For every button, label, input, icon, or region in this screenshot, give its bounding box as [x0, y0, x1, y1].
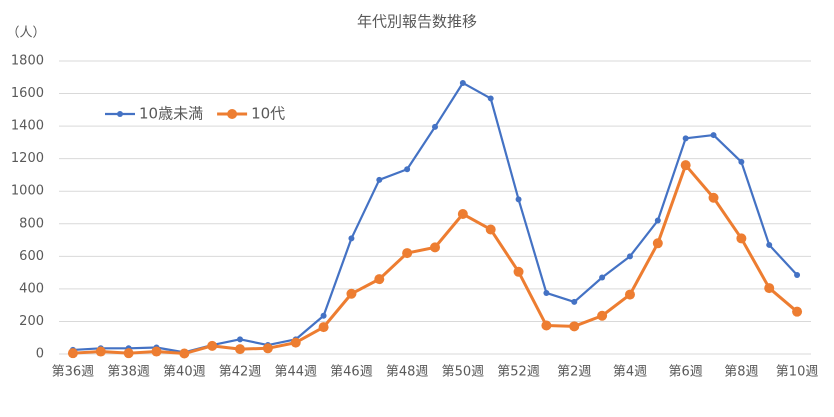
data-point [626, 253, 633, 260]
series-line [72, 81, 798, 354]
data-point [262, 343, 273, 354]
y-tick-label: 1000 [11, 184, 44, 199]
data-point [682, 135, 689, 142]
data-point [432, 123, 438, 130]
data-point [95, 346, 106, 357]
data-point [680, 160, 691, 171]
data-point [290, 337, 301, 348]
data-point [179, 348, 190, 359]
legend-label: 10歳未満 [139, 105, 203, 123]
y-tick-label: 1800 [11, 54, 44, 69]
legend-label: 10代 [251, 105, 285, 123]
x-tick-label: 第46週 [330, 365, 373, 380]
x-tick-label: 第40週 [163, 365, 206, 380]
data-point [237, 336, 244, 343]
data-point [318, 322, 329, 333]
legend-marker [227, 109, 238, 119]
x-tick-label: 第4週 [613, 365, 647, 380]
x-tick-label: 第44週 [274, 365, 317, 380]
data-point [402, 248, 413, 259]
data-point [374, 274, 385, 285]
y-tick-label: 1400 [11, 119, 44, 134]
data-point [485, 224, 496, 235]
data-point [457, 209, 468, 220]
data-point [766, 241, 773, 248]
x-tick-label: 第6週 [669, 365, 703, 380]
data-point [764, 283, 775, 294]
data-point [513, 266, 524, 277]
legend-marker [117, 111, 123, 117]
data-point [459, 79, 466, 86]
data-point [430, 242, 440, 253]
chart-title: 年代別報告数推移 [357, 13, 477, 31]
data-point [710, 132, 717, 139]
data-point [794, 272, 801, 279]
x-tick-label: 第2週 [557, 365, 591, 380]
data-point [235, 344, 246, 355]
data-point [599, 274, 606, 281]
data-point [487, 95, 494, 102]
data-point [123, 348, 134, 359]
x-tick-label: 第38週 [107, 365, 150, 380]
data-point [404, 166, 411, 173]
data-point [792, 306, 803, 317]
x-tick-label: 第48週 [386, 365, 429, 380]
data-point [515, 196, 522, 203]
y-tick-label: 600 [19, 249, 44, 264]
data-point [348, 235, 355, 242]
data-point [654, 217, 661, 224]
data-point [708, 192, 719, 203]
y-tick-label: 800 [19, 216, 44, 231]
x-tick-label: 第36週 [52, 365, 95, 380]
x-tick-label: 第8週 [724, 365, 758, 380]
data-point [738, 158, 745, 165]
y-tick-label: 400 [19, 281, 44, 296]
data-point [569, 321, 580, 332]
x-tick-label: 第42週 [219, 365, 262, 380]
data-point [543, 289, 550, 296]
y-axis-label: （人） [6, 26, 45, 41]
data-point [652, 238, 663, 249]
x-tick-label: 第10週 [776, 365, 819, 380]
data-point [571, 298, 578, 305]
data-point [376, 176, 383, 183]
data-point [736, 233, 747, 244]
y-tick-label: 1200 [11, 151, 44, 166]
data-point [541, 320, 552, 331]
y-tick-label: 0 [36, 347, 44, 362]
data-point [151, 346, 162, 357]
series-line [72, 163, 799, 356]
y-tick-label: 200 [19, 314, 44, 329]
x-tick-label: 第52週 [497, 365, 540, 380]
data-point [320, 312, 327, 319]
data-point [597, 310, 608, 321]
data-point [624, 289, 635, 300]
data-point [67, 348, 78, 359]
y-tick-label: 1600 [11, 86, 44, 101]
data-point [207, 340, 218, 351]
x-tick-label: 第50週 [442, 365, 485, 380]
data-point [346, 288, 357, 299]
